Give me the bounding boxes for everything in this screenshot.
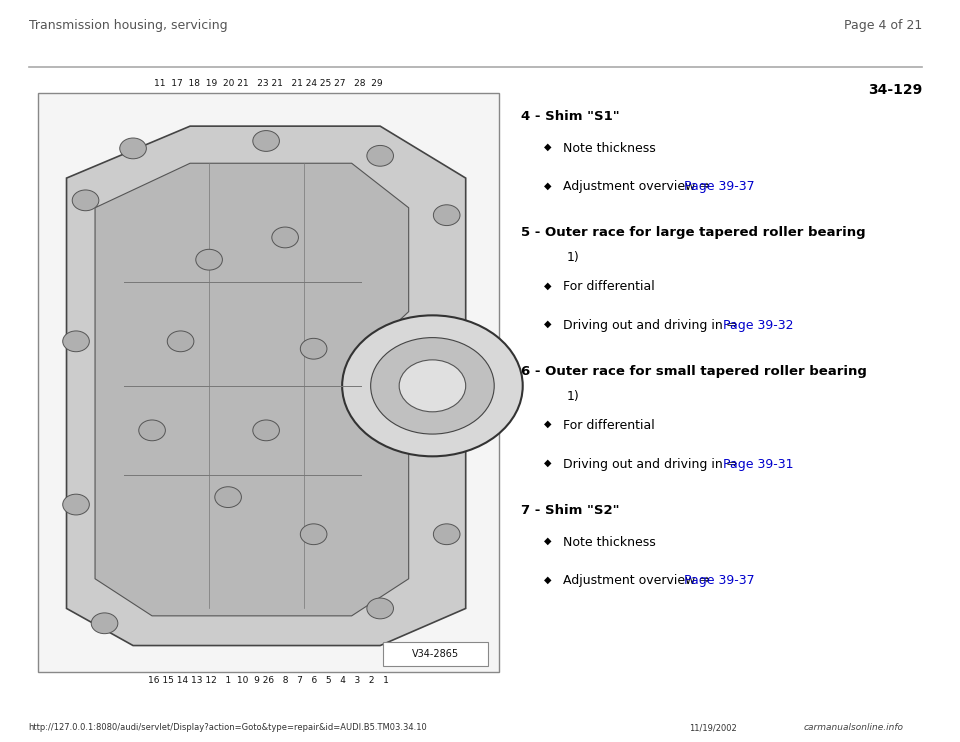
- Text: ◆: ◆: [543, 180, 551, 190]
- Circle shape: [62, 331, 89, 352]
- Text: 1): 1): [566, 251, 579, 264]
- Text: Adjustment overview ⇒: Adjustment overview ⇒: [563, 574, 713, 588]
- Text: 6 - Outer race for small tapered roller bearing: 6 - Outer race for small tapered roller …: [521, 365, 867, 378]
- Circle shape: [367, 145, 394, 166]
- Circle shape: [300, 524, 327, 545]
- Text: 11  17  18  19  20 21   23 21   21 24 25 27   28  29: 11 17 18 19 20 21 23 21 21 24 25 27 28 2…: [155, 79, 383, 88]
- Text: Page 39-37: Page 39-37: [684, 574, 755, 588]
- Text: ◆: ◆: [543, 419, 551, 429]
- Text: Page 39-31: Page 39-31: [723, 458, 793, 471]
- Circle shape: [120, 138, 146, 159]
- Text: 4 - Shim "S1": 4 - Shim "S1": [521, 110, 619, 123]
- Text: 16 15 14 13 12   1  10  9 26   8   7   6   5   4   3   2   1: 16 15 14 13 12 1 10 9 26 8 7 6 5 4 3 2 1: [148, 676, 389, 685]
- Text: 5 - Outer race for large tapered roller bearing: 5 - Outer race for large tapered roller …: [521, 226, 866, 240]
- Text: 7 - Shim "S2": 7 - Shim "S2": [521, 504, 619, 517]
- Text: Driving out and driving in ⇒: Driving out and driving in ⇒: [563, 319, 741, 332]
- FancyBboxPatch shape: [38, 93, 499, 672]
- Circle shape: [62, 494, 89, 515]
- Circle shape: [72, 190, 99, 211]
- Circle shape: [433, 205, 460, 226]
- FancyBboxPatch shape: [383, 642, 488, 666]
- Circle shape: [215, 487, 241, 508]
- Text: ◆: ◆: [543, 319, 551, 329]
- Text: carmanualsonline.info: carmanualsonline.info: [804, 723, 903, 732]
- Circle shape: [399, 360, 466, 412]
- Text: V34-2865: V34-2865: [412, 649, 459, 659]
- Text: ◆: ◆: [543, 280, 551, 290]
- Text: http://127.0.0.1:8080/audi/servlet/Display?action=Goto&type=repair&id=AUDI.B5.TM: http://127.0.0.1:8080/audi/servlet/Displ…: [29, 723, 427, 732]
- Circle shape: [371, 338, 494, 434]
- Circle shape: [433, 524, 460, 545]
- Circle shape: [300, 338, 327, 359]
- Circle shape: [367, 598, 394, 619]
- Circle shape: [139, 420, 165, 441]
- Text: 11/19/2002: 11/19/2002: [689, 723, 736, 732]
- Text: Transmission housing, servicing: Transmission housing, servicing: [29, 19, 228, 32]
- Text: Adjustment overview ⇒: Adjustment overview ⇒: [563, 180, 713, 194]
- Circle shape: [196, 249, 223, 270]
- Polygon shape: [66, 126, 466, 646]
- Text: For differential: For differential: [563, 419, 655, 433]
- Text: ◆: ◆: [543, 142, 551, 151]
- Circle shape: [252, 131, 279, 151]
- Circle shape: [342, 315, 523, 456]
- Text: Page 39-37: Page 39-37: [684, 180, 755, 194]
- Text: ◆: ◆: [543, 458, 551, 467]
- Circle shape: [272, 227, 299, 248]
- Text: ◆: ◆: [543, 574, 551, 584]
- Text: Driving out and driving in ⇒: Driving out and driving in ⇒: [563, 458, 741, 471]
- Polygon shape: [95, 163, 409, 616]
- Text: Page 4 of 21: Page 4 of 21: [844, 19, 922, 32]
- Text: Page 39-32: Page 39-32: [723, 319, 793, 332]
- Circle shape: [167, 331, 194, 352]
- Circle shape: [252, 420, 279, 441]
- Text: ◆: ◆: [543, 536, 551, 545]
- Circle shape: [91, 613, 118, 634]
- Text: Note thickness: Note thickness: [563, 536, 656, 549]
- Text: 1): 1): [566, 390, 579, 403]
- Text: For differential: For differential: [563, 280, 655, 294]
- Text: Note thickness: Note thickness: [563, 142, 656, 155]
- Text: 34-129: 34-129: [868, 83, 922, 97]
